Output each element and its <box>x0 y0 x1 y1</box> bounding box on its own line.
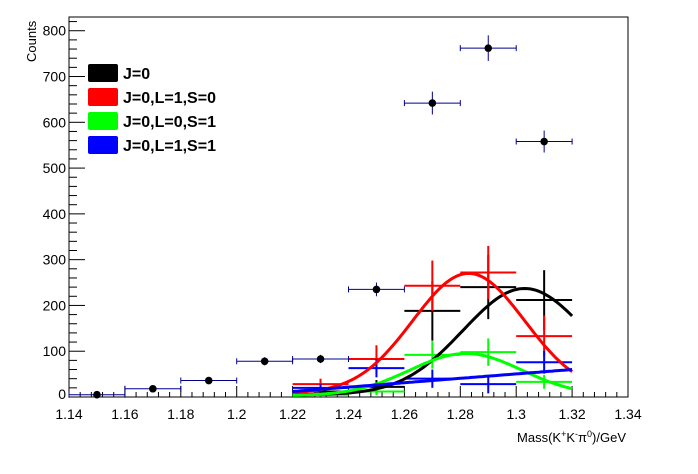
x-tick-label: 1.34 <box>614 406 641 422</box>
x-tick-label: 1.24 <box>335 406 362 422</box>
legend: J=0 J=0,L=1,S=0 J=0,L=0,S=1 J=0,L=1,S=1 <box>88 64 216 155</box>
y-tick-label: 200 <box>43 297 67 313</box>
x-axis-label: Mass(K+K-π0)/GeV <box>517 429 626 445</box>
data-point <box>204 376 213 385</box>
data-point <box>316 355 325 363</box>
data-point <box>149 384 157 393</box>
y-tick-label: 700 <box>43 69 67 85</box>
y-tick-label: 800 <box>43 23 67 39</box>
legend-swatch <box>88 88 118 106</box>
data-point <box>484 44 493 52</box>
legend-label: J=0,L=0,S=1 <box>123 114 216 131</box>
fit-curve <box>292 271 573 394</box>
y-tick-label: 100 <box>43 343 67 359</box>
x-tick-label: 1.3 <box>506 406 526 422</box>
legend-swatch <box>88 136 118 154</box>
data-point <box>372 285 381 294</box>
legend-swatch <box>88 64 118 82</box>
x-tick-label: 1.28 <box>447 406 474 422</box>
legend-label: J=0 <box>123 66 150 83</box>
x-tick-label: 1.16 <box>111 406 138 422</box>
y-tick-label: 0 <box>58 386 66 402</box>
data-point <box>540 137 548 146</box>
x-tick-label: 1.26 <box>391 406 418 422</box>
legend-swatch <box>88 112 118 130</box>
legend-label: J=0,L=1,S=0 <box>123 90 216 107</box>
x-tick-label: 1.22 <box>279 406 306 422</box>
data-point <box>260 357 269 366</box>
data-point <box>428 99 437 107</box>
y-tick-label: 400 <box>43 206 67 222</box>
x-tick-label: 1.18 <box>167 406 194 422</box>
x-tick-label: 1.32 <box>558 406 585 422</box>
legend-label: J=0,L=1,S=1 <box>123 138 216 155</box>
y-tick-label: 300 <box>43 252 67 268</box>
x-tick-label: 1.14 <box>55 406 82 422</box>
data-point <box>93 390 101 399</box>
x-tick-label: 1.2 <box>227 406 247 422</box>
fit-curve <box>292 368 573 393</box>
y-tick-label: 600 <box>43 114 67 130</box>
y-tick-label: 500 <box>43 160 67 176</box>
y-axis-label: Counts <box>24 20 39 62</box>
